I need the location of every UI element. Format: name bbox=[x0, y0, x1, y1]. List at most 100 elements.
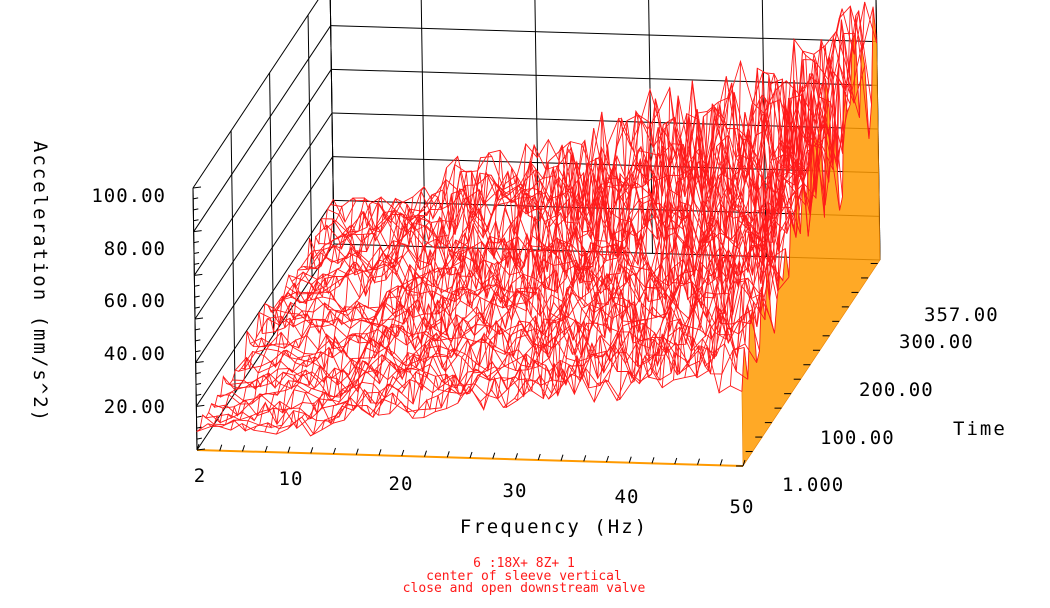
z-tick-mark bbox=[192, 186, 202, 189]
grid-line bbox=[195, 156, 334, 363]
z-tick-mark bbox=[194, 295, 200, 298]
z-tick-mark bbox=[196, 426, 202, 429]
surface-column-line bbox=[264, 197, 402, 433]
x-tick-mark bbox=[583, 455, 587, 462]
z-tick-mark bbox=[193, 197, 199, 200]
surface-mesh bbox=[196, 1, 878, 437]
grid-line bbox=[230, 130, 236, 393]
x-axis-title: Frequency (Hz) bbox=[460, 516, 648, 538]
surface-column-line bbox=[253, 195, 391, 431]
z-tick-label: 20.00 bbox=[104, 396, 166, 418]
surface-column-line bbox=[412, 139, 549, 419]
z-tick-mark bbox=[193, 230, 202, 233]
y-tick-label: 200.00 bbox=[859, 379, 934, 401]
surface-column-line bbox=[718, 6, 855, 393]
z-tick-label: 80.00 bbox=[104, 238, 166, 260]
z-tick-mark bbox=[194, 284, 200, 287]
z-tick-mark bbox=[195, 361, 204, 364]
grid-line bbox=[330, 25, 877, 43]
x-tick-mark bbox=[446, 451, 450, 458]
x-tick-mark bbox=[742, 459, 746, 467]
x-tick-mark bbox=[378, 449, 382, 456]
surface-column-line bbox=[423, 161, 561, 418]
x-tick-mark bbox=[310, 447, 314, 454]
x-tick-mark bbox=[560, 454, 564, 461]
surface-column-line bbox=[741, 6, 878, 392]
z-tick-mark bbox=[193, 252, 200, 254]
surface-column-line bbox=[287, 186, 425, 430]
grid-line bbox=[193, 69, 332, 276]
z-tick-mark bbox=[194, 306, 200, 309]
surface-column-line bbox=[650, 72, 787, 382]
z-tick-mark bbox=[196, 393, 202, 396]
surface-column-line bbox=[570, 111, 708, 395]
surface-column-line bbox=[559, 80, 697, 389]
z-tick-mark bbox=[193, 208, 199, 211]
x-tick-mark bbox=[606, 455, 609, 463]
y-tick-labels: 1.000 100.00 200.00 300.00 357.00 bbox=[782, 304, 999, 496]
surface-column-line bbox=[627, 68, 765, 384]
x-tick-label: 40 bbox=[615, 486, 640, 508]
surface-column-line bbox=[616, 92, 753, 401]
caption-line-2: center of sleeve vertical bbox=[426, 569, 622, 584]
surface-column-line bbox=[377, 167, 516, 416]
x-tick-mark bbox=[287, 446, 291, 453]
x-tick-label: 50 bbox=[730, 496, 755, 518]
tick-marks bbox=[192, 186, 878, 467]
surface-column-line bbox=[491, 118, 630, 399]
surface-column-line bbox=[207, 205, 346, 428]
z-tick-mark bbox=[195, 350, 201, 353]
z-tick-mark bbox=[196, 415, 202, 418]
z-tick-mark bbox=[196, 437, 202, 440]
z-tick-mark bbox=[194, 317, 204, 320]
x-tick-mark bbox=[651, 457, 655, 464]
x-tick-mark bbox=[196, 443, 200, 451]
x-tick-mark bbox=[719, 459, 723, 466]
surface-column-line bbox=[503, 110, 640, 408]
caption-line-1: 6 :18X+ 8Z+ 1 bbox=[473, 556, 575, 571]
surface-column-line bbox=[434, 144, 572, 412]
surface-column-line bbox=[593, 76, 731, 403]
z-tick-mark bbox=[193, 219, 199, 222]
surface-column-line bbox=[389, 143, 527, 414]
surface-column-line bbox=[196, 199, 334, 432]
grid-line bbox=[193, 25, 332, 232]
surface-column-line bbox=[480, 145, 618, 412]
box-edge bbox=[192, 0, 319, 189]
x-tick-mark bbox=[424, 450, 427, 457]
z-tick-mark bbox=[194, 262, 200, 265]
surface-column-line bbox=[446, 141, 584, 409]
z-tick-mark bbox=[193, 241, 199, 244]
surface-column-line bbox=[582, 101, 719, 388]
x-tick-mark bbox=[537, 453, 541, 461]
z-tick-mark bbox=[196, 404, 205, 407]
x-tick-mark bbox=[355, 448, 359, 455]
z-tick-mark bbox=[195, 339, 201, 342]
x-tick-label: 20 bbox=[389, 473, 414, 495]
y-tick-label: 357.00 bbox=[924, 304, 999, 326]
y-tick-label: 100.00 bbox=[820, 427, 895, 449]
x-tick-mark bbox=[469, 451, 473, 459]
surface-column-line bbox=[332, 171, 471, 424]
surface-column-line bbox=[729, 1, 866, 386]
x-tick-label: 30 bbox=[503, 480, 528, 502]
z-tick-mark bbox=[195, 372, 201, 375]
x-tick-mark bbox=[264, 445, 268, 453]
z-tick-mark bbox=[195, 328, 201, 331]
z-tick-labels: 20.00 40.00 60.00 80.00 100.00 bbox=[91, 185, 166, 418]
x-tick-mark bbox=[515, 453, 518, 460]
x-tick-labels: 2 10 20 30 40 50 bbox=[194, 465, 755, 518]
z-tick-label: 40.00 bbox=[104, 343, 166, 365]
x-tick-mark bbox=[628, 456, 632, 463]
x-tick-label: 10 bbox=[279, 468, 304, 490]
x-tick-mark bbox=[674, 457, 678, 465]
grid-line bbox=[420, 0, 426, 247]
z-tick-mark bbox=[195, 383, 202, 385]
y-tick-label: 300.00 bbox=[899, 331, 974, 353]
surface-column-line bbox=[673, 49, 811, 381]
x-tick-mark bbox=[333, 447, 336, 455]
y-tick-label: 1.000 bbox=[782, 474, 844, 496]
x-tick-mark bbox=[697, 458, 700, 465]
x-tick-label: 2 bbox=[194, 465, 206, 487]
grid-line bbox=[269, 72, 275, 335]
